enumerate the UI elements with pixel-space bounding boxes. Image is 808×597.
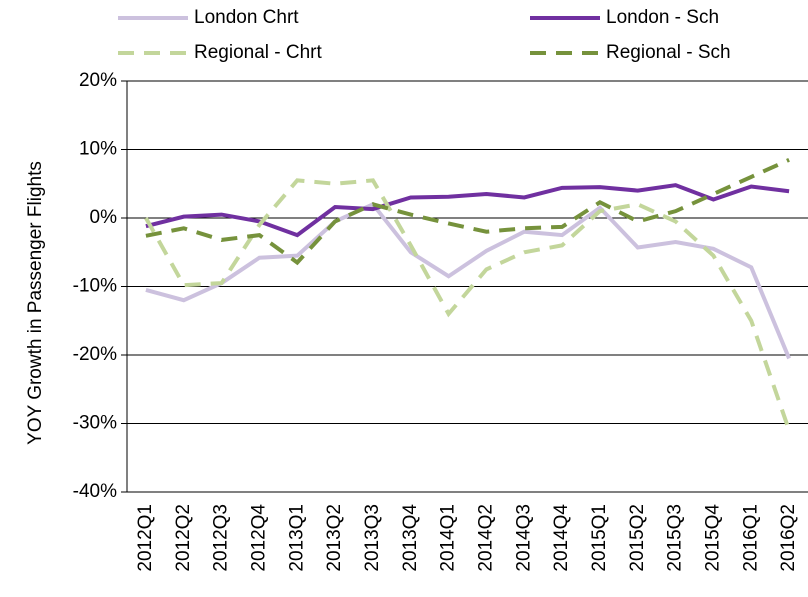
y-tick-label: -30% — [73, 413, 117, 434]
x-tick-label: 2015Q1 — [589, 504, 610, 572]
legend-label: London Chrt — [194, 7, 299, 28]
x-tick-label: 2014Q2 — [475, 504, 496, 572]
x-tick-label: 2014Q4 — [551, 504, 572, 572]
y-tick-label: -10% — [73, 276, 117, 297]
x-tick-label: 2013Q2 — [324, 504, 345, 572]
x-tick-label: 2013Q4 — [400, 504, 421, 572]
x-tick-label: 2014Q1 — [438, 504, 459, 572]
x-tick-label: 2012Q4 — [248, 504, 269, 572]
series-line — [145, 201, 791, 360]
legend-label: Regional - Chrt — [194, 42, 322, 63]
x-tick-label: 2012Q3 — [211, 504, 232, 572]
series-line — [144, 178, 791, 432]
x-tick-label: 2012Q1 — [135, 504, 156, 572]
series-line — [145, 183, 790, 238]
y-tick-label: 20% — [79, 70, 117, 91]
x-tick-label: 2016Q1 — [740, 504, 761, 572]
x-tick-label: 2015Q3 — [665, 504, 686, 572]
x-tick-label: 2016Q2 — [778, 504, 799, 572]
series-line — [145, 157, 790, 266]
x-tick-label: 2013Q3 — [362, 504, 383, 572]
y-axis-label: YOY Growth in Passenger Flights — [25, 161, 46, 445]
legend-label: London - Sch — [606, 7, 719, 28]
y-tick-label: -20% — [73, 344, 117, 365]
legend-label: Regional - Sch — [606, 42, 731, 63]
x-tick-label: 2015Q4 — [702, 504, 723, 572]
y-tick-label: -40% — [73, 481, 117, 502]
y-tick-label: 0% — [90, 207, 118, 228]
x-tick-label: 2015Q2 — [627, 504, 648, 572]
x-tick-label: 2013Q1 — [286, 504, 307, 572]
y-tick-label: 10% — [79, 139, 117, 160]
x-tick-label: 2014Q3 — [513, 504, 534, 572]
x-tick-label: 2012Q2 — [173, 504, 194, 572]
